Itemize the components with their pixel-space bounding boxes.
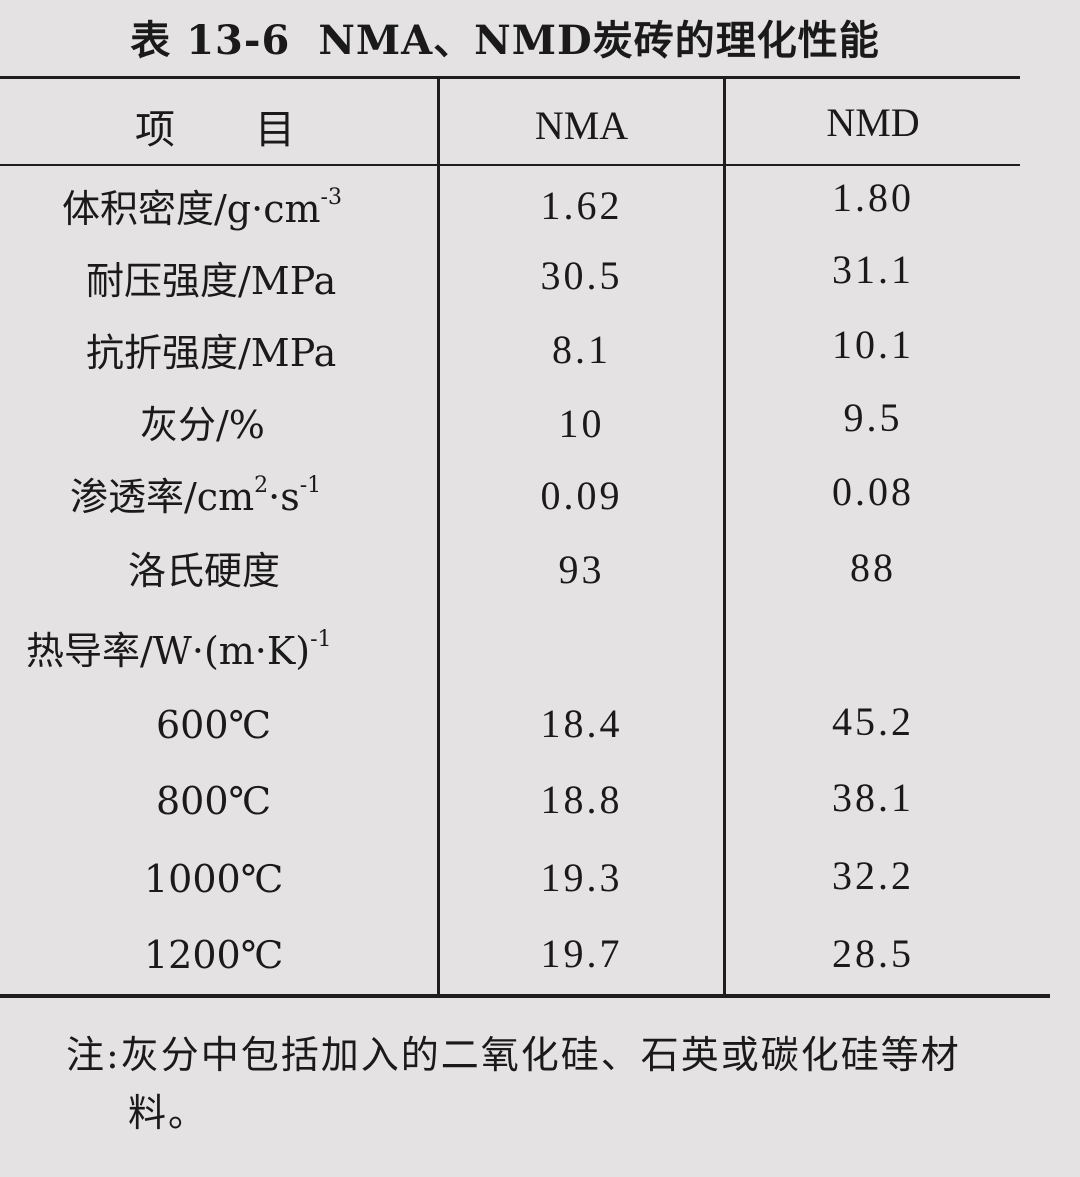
row-label: 洛氏硬度 [128, 549, 281, 593]
cell-nma: 10 [558, 401, 605, 446]
row-label: 热导率/W·(m·K)-1 [26, 627, 332, 673]
cell-nmd: 45.2 [832, 699, 914, 744]
row-label: 1200℃ [144, 933, 284, 977]
cell-nma: 1.62 [540, 183, 623, 228]
cell-nmd: 32.2 [832, 853, 914, 898]
row-label: 灰分/% [140, 403, 265, 447]
table-caption: NMA、NMD炭砖的理化性能 [318, 17, 880, 64]
bottom-rule [0, 994, 1050, 998]
cell-nmd: 1.80 [832, 175, 914, 220]
column-divider-2 [723, 78, 726, 995]
cell-nmd: 9.5 [843, 395, 903, 440]
cell-nmd: 31.1 [832, 247, 914, 292]
cell-nmd: 38.1 [832, 775, 914, 820]
cell-nmd: 10.1 [832, 322, 914, 367]
row-label: 体积密度/g·cm-3 [62, 185, 342, 231]
cell-nma: 8.1 [552, 327, 611, 372]
row-label: 渗透率/cm2·s-1 [70, 473, 322, 519]
table-footnote: 注:灰分中包括加入的二氧化硅、石英或碳化硅等材 料。 [66, 1026, 1056, 1142]
cell-nma: 19.3 [540, 855, 623, 900]
row-label: 600℃ [156, 703, 272, 747]
top-rule [0, 76, 1020, 79]
table-number: 表 13-6 [130, 17, 291, 64]
cell-nma: 18.4 [540, 701, 623, 746]
header-item: 项 目 [135, 107, 295, 153]
header-nma: NMA [534, 103, 629, 148]
header-rule [0, 164, 1020, 166]
cell-nma: 18.8 [540, 777, 623, 822]
cell-nmd: 88 [850, 545, 896, 590]
column-divider-1 [437, 78, 440, 995]
cell-nma: 93 [558, 547, 605, 592]
footnote-line-1: 注:灰分中包括加入的二氧化硅、石英或碳化硅等材 [66, 1033, 961, 1077]
header-nmd: NMD [826, 100, 920, 145]
cell-nmd: 28.5 [832, 931, 914, 976]
row-label: 1000℃ [144, 857, 284, 901]
row-label: 800℃ [156, 779, 272, 823]
table-title: 表 13-6 NMA、NMD炭砖的理化性能 [0, 8, 1010, 66]
cell-nma: 19.7 [540, 931, 623, 976]
cell-nma: 0.09 [540, 473, 623, 518]
cell-nmd: 0.08 [832, 469, 914, 514]
cell-nma: 30.5 [540, 253, 623, 298]
row-label: 耐压强度/MPa [86, 259, 337, 303]
row-label: 抗折强度/MPa [86, 331, 337, 375]
footnote-line-2: 料。 [128, 1091, 209, 1135]
